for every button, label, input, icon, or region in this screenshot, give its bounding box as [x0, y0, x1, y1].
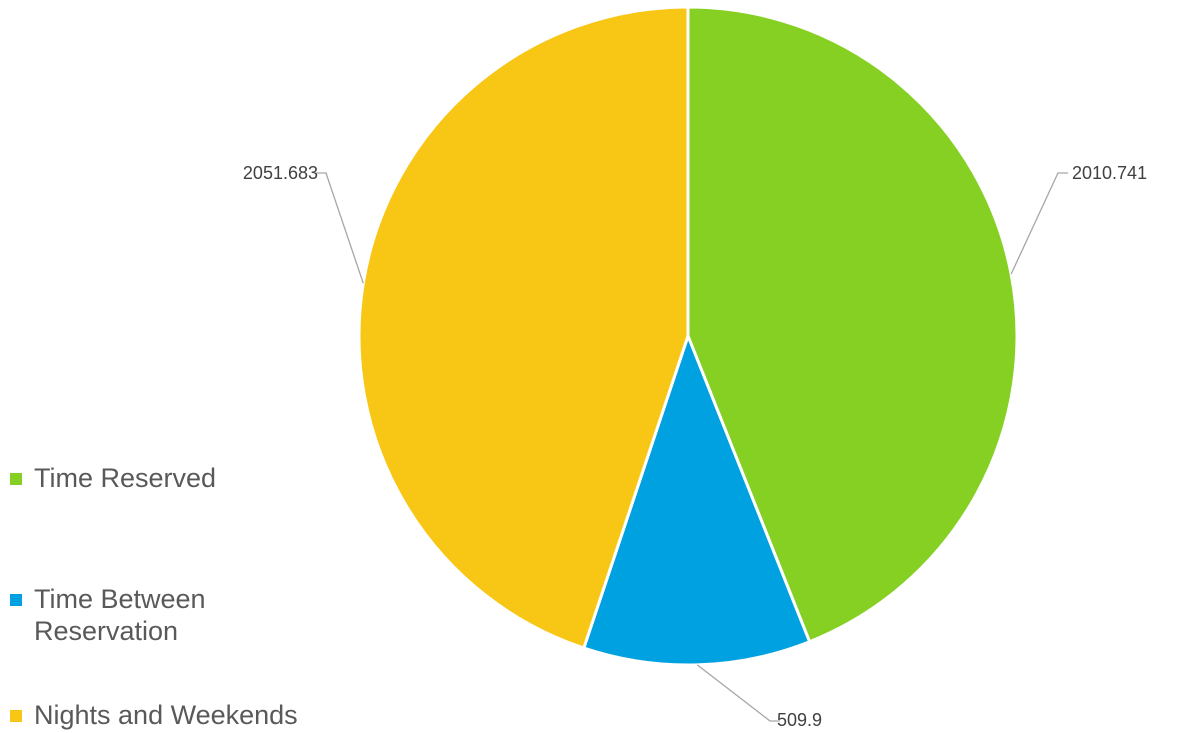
- legend-label: Nights and Weekends: [34, 700, 298, 730]
- leader-line-nights-and-weekends: [316, 172, 364, 284]
- legend-item-time-between-reservation[interactable]: Time Between Reservation: [10, 583, 206, 647]
- legend-item-time-reserved[interactable]: Time Reserved: [10, 462, 216, 494]
- legend-swatch: [10, 710, 22, 722]
- pie-slices: [357, 5, 1019, 667]
- legend-swatch: [10, 473, 22, 485]
- data-label-nights-and-weekends: 2051.683: [243, 163, 318, 183]
- leader-line-time-reserved: [1010, 172, 1068, 275]
- legend-label: Time Reserved: [34, 463, 217, 493]
- data-labels: 2010.741 509.9 2051.683: [243, 163, 1147, 730]
- pie-slice-time-reserved[interactable]: [686, 5, 1019, 644]
- legend-item-nights-and-weekends[interactable]: Nights and Weekends: [10, 699, 298, 731]
- legend-swatch: [10, 594, 22, 606]
- leader-line-time-between-reservation: [696, 664, 780, 722]
- data-label-time-reserved: 2010.741: [1072, 163, 1147, 183]
- data-label-time-between-reservation: 509.9: [777, 710, 822, 730]
- pie-slice-nights-and-weekends[interactable]: [357, 5, 690, 650]
- leader-lines: [316, 172, 1068, 722]
- legend-label: Time Between Reservation: [34, 584, 206, 646]
